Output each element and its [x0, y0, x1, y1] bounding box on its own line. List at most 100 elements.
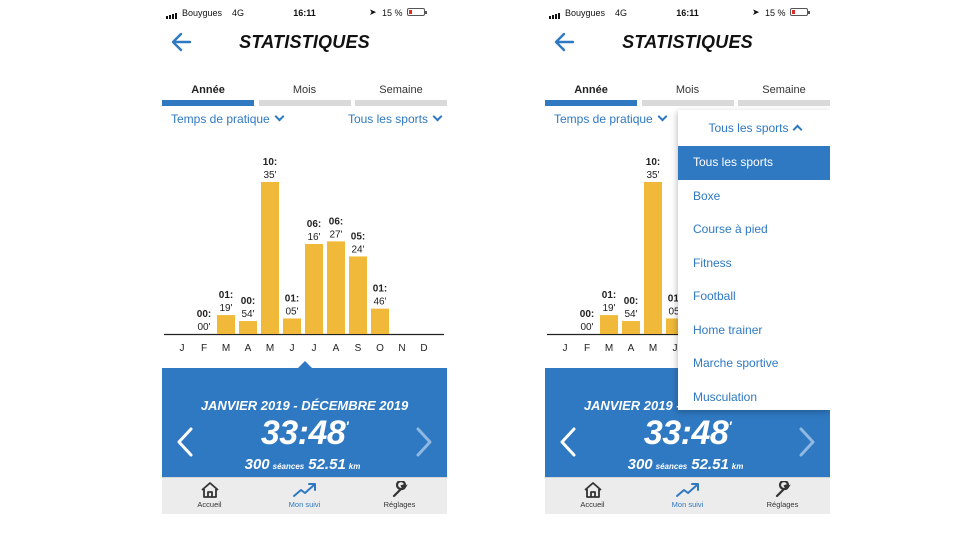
tabbar-mon-suivi[interactable]: Mon suivi: [257, 478, 352, 514]
tabbar-reglages[interactable]: Réglages: [735, 478, 830, 514]
clock: 16:11: [293, 8, 316, 18]
bar: [644, 182, 662, 334]
back-button[interactable]: [551, 28, 579, 56]
sport-option[interactable]: Home trainer: [693, 322, 763, 337]
tab-mois[interactable]: Mois: [641, 82, 734, 106]
bar-label-hours: 00:: [580, 309, 594, 320]
status-bar: Bouygues 4G 16:11 ➤ 15 %: [545, 0, 830, 24]
next-period-button[interactable]: [796, 426, 818, 458]
distance-label: km: [731, 462, 744, 471]
tab-annee[interactable]: Année: [545, 82, 637, 106]
month-tick-label: F: [584, 343, 590, 354]
distance-value: 52.51: [691, 456, 729, 473]
wrench-icon: [775, 481, 791, 498]
bar-label-hours: 01:: [373, 284, 387, 295]
bar: [327, 241, 345, 334]
metric-dropdown[interactable]: Temps de pratique: [554, 111, 668, 126]
bar-label-minutes: 54': [624, 309, 637, 320]
month-tick-label: M: [222, 343, 230, 354]
sport-label: Tous les sports: [347, 112, 428, 126]
wrench-icon: [392, 481, 408, 498]
month-tick-label: S: [355, 343, 362, 354]
bar-label-hours: 01:: [602, 290, 616, 301]
bar-label-minutes: 00': [580, 322, 593, 333]
bar: [622, 321, 640, 334]
month-tick-label: A: [628, 343, 635, 354]
bar-label-hours: 05:: [351, 231, 365, 242]
carrier-name: Bouygues: [565, 8, 606, 18]
tab-semaine[interactable]: Semaine: [738, 82, 830, 106]
total-time-value: 33:48: [260, 414, 346, 452]
header: STATISTIQUES: [162, 26, 447, 60]
bar-label-minutes: 19': [219, 303, 232, 314]
bar-label-hours: 06:: [307, 219, 321, 230]
bar-label-hours: 01:: [285, 293, 299, 304]
page-title: STATISTIQUES: [239, 32, 370, 52]
month-tick-label: A: [333, 343, 340, 354]
battery-icon: [790, 8, 810, 16]
bar: [305, 243, 323, 334]
sport-option[interactable]: Fitness: [693, 255, 732, 270]
bar: [239, 321, 257, 334]
month-tick-label: A: [245, 343, 252, 354]
chevron-right-icon: [799, 427, 815, 457]
filters-row: Temps de pratique Tous les sports: [162, 111, 447, 130]
tab-semaine[interactable]: Semaine: [355, 82, 447, 106]
screen-statistics-sport-menu: Bouygues 4G 16:11 ➤ 15 % STATISTIQUES An…: [545, 0, 830, 514]
bar-label-minutes: 35': [646, 170, 659, 181]
battery-percent: 15 %: [382, 8, 403, 18]
battery-percent: 15 %: [765, 8, 786, 18]
home-icon: [583, 482, 602, 498]
page-title: STATISTIQUES: [622, 32, 753, 52]
metric-label: Temps de pratique: [171, 112, 270, 126]
previous-period-button[interactable]: [174, 426, 196, 458]
month-tick-label: F: [201, 343, 207, 354]
tabbar-label: Réglages: [383, 500, 416, 509]
carrier-name: Bouygues: [182, 8, 223, 18]
tabbar-accueil[interactable]: Accueil: [545, 478, 640, 514]
month-tick-label: M: [649, 343, 657, 354]
back-button[interactable]: [168, 28, 196, 56]
battery-icon: [407, 8, 427, 16]
tabbar-label: Accueil: [580, 500, 605, 509]
tabbar-label: Réglages: [766, 500, 799, 509]
tab-mois[interactable]: Mois: [258, 82, 351, 106]
tabbar-reglages[interactable]: Réglages: [352, 478, 447, 514]
bar-label-hours: 01:: [219, 290, 233, 301]
sport-option[interactable]: Football: [693, 289, 736, 303]
sport-dropdown[interactable]: Tous les sports: [347, 111, 443, 126]
month-tick-label: J: [180, 343, 185, 354]
bar: [217, 315, 235, 334]
bar-label-minutes: 35': [263, 170, 276, 181]
sessions-label: séances: [655, 462, 688, 471]
sport-option[interactable]: Musculation: [693, 389, 758, 404]
chevron-down-icon: [432, 111, 443, 122]
sport-dropdown-header[interactable]: Tous les sports: [678, 110, 830, 146]
total-time-suffix: ': [345, 418, 349, 434]
bar-label-minutes: 16': [307, 232, 320, 243]
sport-option[interactable]: Marche sportive: [693, 356, 779, 370]
bar-label-hours: 01:: [668, 293, 682, 304]
home-icon: [200, 482, 219, 498]
bar-label-hours: 06:: [329, 216, 343, 227]
bar-label-minutes: 46': [373, 297, 386, 308]
month-tick-label: J: [312, 343, 317, 354]
sport-option[interactable]: Tous les sports: [678, 146, 830, 180]
tabbar-mon-suivi[interactable]: Mon suivi: [640, 478, 735, 514]
tabbar-accueil[interactable]: Accueil: [162, 478, 257, 514]
next-period-button[interactable]: [413, 426, 435, 458]
metric-dropdown[interactable]: Temps de pratique: [171, 111, 285, 126]
previous-period-button[interactable]: [557, 426, 579, 458]
bar: [371, 308, 389, 334]
metric-label: Temps de pratique: [554, 112, 653, 126]
tabbar-label: Mon suivi: [288, 500, 321, 509]
sport-option[interactable]: Boxe: [693, 188, 721, 203]
sport-option[interactable]: Course à pied: [693, 222, 768, 236]
bar-chart: J 00: 00' F 01: 19' M 00: 54' A 10: 35' M 01: 05' J 06: 1…: [162, 148, 447, 358]
chevron-left-icon: [177, 427, 193, 457]
tab-annee[interactable]: Année: [162, 82, 254, 106]
sessions-value: 300: [244, 456, 270, 473]
arrow-left-icon: [171, 32, 192, 52]
distance-value: 52.51: [308, 456, 346, 473]
sport-dropdown-header-label: Tous les sports: [708, 121, 789, 135]
